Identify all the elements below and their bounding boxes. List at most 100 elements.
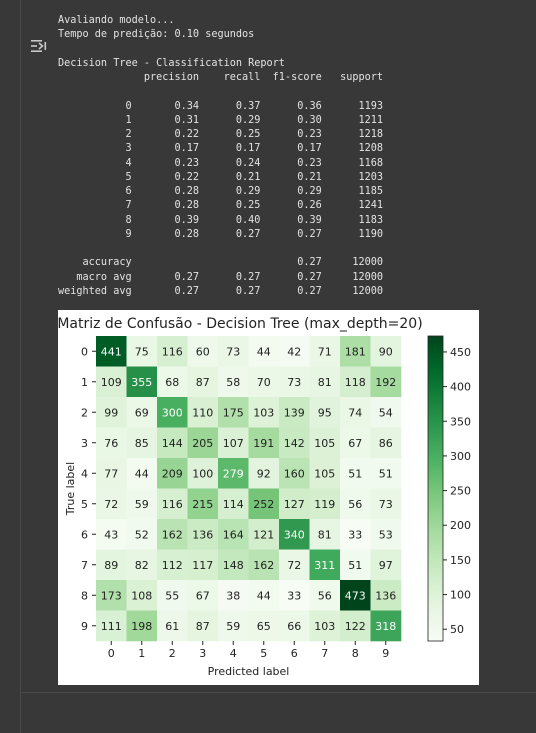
heatmap-cell-value: 87 [196, 620, 210, 633]
x-tick-label: 4 [230, 647, 237, 660]
heatmap-cell [340, 580, 371, 611]
heatmap-cell-value: 55 [165, 589, 179, 602]
heatmap-cell-value: 116 [162, 498, 183, 511]
colorbar-tick-label: 250 [450, 485, 471, 498]
heatmap-cell [279, 519, 310, 550]
console-line: 3 0.17 0.17 0.17 1208 [58, 143, 384, 155]
heatmap-cell-value: 68 [165, 376, 179, 389]
heatmap-cell [96, 488, 127, 520]
colorbar-tick-label: 400 [450, 381, 471, 394]
heatmap-cell-value: 51 [379, 467, 393, 480]
heatmap-cell-value: 61 [165, 620, 179, 633]
heatmap-cell-value: 72 [104, 498, 118, 511]
heatmap-cell-value: 95 [318, 406, 332, 419]
heatmap-cell-value: 38 [226, 589, 240, 602]
heatmap-cell-value: 77 [104, 467, 118, 480]
y-tick-label: 5 [81, 498, 88, 511]
heatmap-cell-value: 191 [253, 437, 274, 450]
heatmap-cell [309, 336, 341, 367]
heatmap-cell-value: 118 [345, 376, 366, 389]
heatmap-cell [187, 519, 219, 550]
heatmap-cell-value: 105 [314, 467, 335, 480]
y-axis-label: True label [64, 462, 77, 516]
x-tick-label: 5 [260, 647, 267, 660]
colorbar-tick-label: 350 [450, 415, 471, 428]
heatmap-cell-value: 70 [257, 376, 271, 389]
y-tick-label: 3 [81, 437, 88, 450]
heatmap-cell [370, 488, 402, 520]
heatmap-cell [187, 458, 219, 489]
heatmap-cell-value: 59 [226, 620, 240, 633]
heatmap-cell [126, 458, 158, 489]
x-tick-label: 6 [291, 647, 298, 660]
heatmap-cell-value: 116 [162, 345, 183, 358]
heatmap-cell-value: 215 [192, 498, 213, 511]
heatmap-cell-value: 74 [348, 406, 362, 419]
heatmap-cell-value: 90 [379, 345, 393, 358]
heatmap-cell-value: 86 [379, 437, 393, 450]
heatmap-cell [96, 549, 127, 581]
heatmap-cell [96, 519, 127, 550]
heatmap-cell-value: 198 [131, 620, 152, 633]
console-line: Avaliando modelo... [58, 15, 175, 26]
heatmap-cell-value: 122 [345, 620, 366, 633]
y-tick-label: 4 [81, 467, 88, 480]
heatmap-cell [340, 336, 371, 367]
heatmap-cell [248, 458, 280, 489]
heatmap-cell [340, 458, 371, 489]
heatmap-cell-value: 67 [196, 589, 210, 602]
heatmap-cell-value: 103 [314, 620, 335, 633]
heatmap-cell-value: 252 [253, 498, 274, 511]
heatmap-cell [157, 519, 188, 550]
x-tick-label: 9 [382, 647, 389, 660]
x-tick-label: 8 [352, 647, 359, 660]
heatmap-cell-value: 33 [348, 528, 362, 541]
heatmap-cell-value: 42 [287, 345, 301, 358]
heatmap-cell [187, 549, 219, 581]
colorbar-tick-label: 450 [450, 346, 471, 359]
heatmap-cell-value: 192 [375, 376, 396, 389]
heatmap-cell-value: 173 [101, 589, 122, 602]
output-toggle-icon[interactable] [30, 38, 48, 54]
stdout-text: Avaliando modelo... Tempo de predição: 0… [58, 14, 383, 299]
console-line: 9 0.28 0.27 0.27 1190 [58, 228, 384, 240]
cell-gutter [0, 0, 21, 733]
heatmap-cell-value: 54 [379, 406, 393, 419]
y-tick-label: 8 [81, 589, 88, 602]
console-line: 5 0.22 0.21 0.21 1203 [58, 171, 384, 183]
heatmap-cell-value: 340 [284, 528, 305, 541]
x-tick-label: 7 [321, 647, 328, 660]
heatmap-cell-value: 60 [196, 345, 210, 358]
heatmap-cell [279, 336, 310, 367]
heatmap-cell-value: 164 [223, 528, 244, 541]
heatmap-cell [218, 458, 249, 489]
colorbar-tick-label: 100 [450, 589, 471, 602]
heatmap-cell-value: 33 [287, 589, 301, 602]
heatmap-cell [126, 549, 158, 581]
heatmap-cell [218, 427, 249, 459]
heatmap-cell-value: 59 [135, 498, 149, 511]
heatmap-cell [126, 610, 158, 642]
heatmap-cell [187, 610, 219, 642]
console-line: 1 0.31 0.29 0.30 1211 [58, 114, 384, 126]
heatmap-cell [309, 549, 341, 581]
x-tick-label: 2 [169, 647, 176, 660]
heatmap-cell [370, 580, 402, 611]
heatmap-cell-value: 175 [223, 406, 244, 419]
heatmap-cell [340, 519, 371, 550]
heatmap-cell [370, 366, 402, 398]
heatmap-cell [218, 366, 249, 398]
heatmap-cell [157, 336, 188, 367]
heatmap-cell [96, 458, 127, 489]
console-line: weighted avg 0.27 0.27 0.27 12000 [58, 285, 384, 297]
heatmap-cell [96, 397, 127, 428]
heatmap-cell-value: 87 [196, 376, 210, 389]
heatmap-cell [279, 427, 310, 459]
heatmap-cell [279, 458, 310, 489]
heatmap-cell-value: 109 [101, 376, 122, 389]
heatmap-cell [126, 336, 158, 367]
console-line: accuracy 0.27 12000 [58, 257, 384, 269]
confusion-matrix-chart: Matriz de Confusão - Decision Tree (max_… [58, 316, 471, 678]
console-line: 2 0.22 0.25 0.23 1218 [58, 129, 384, 140]
heatmap-cell [370, 336, 402, 367]
